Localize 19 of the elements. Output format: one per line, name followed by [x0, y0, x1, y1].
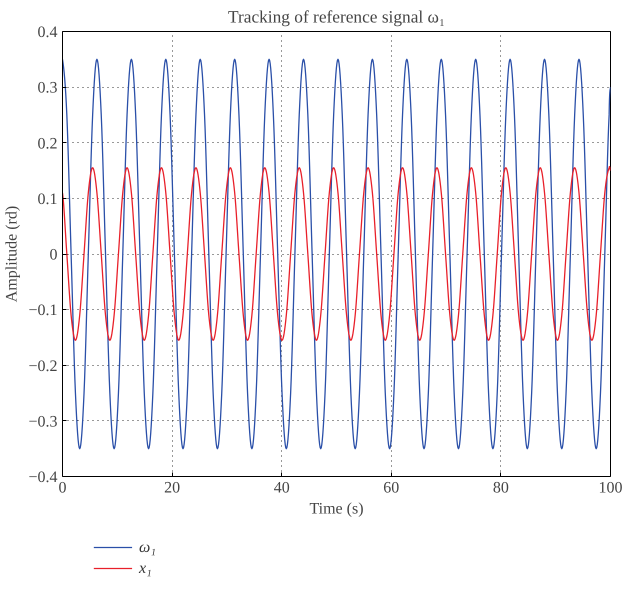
y-tick-label: 0.2: [38, 135, 58, 152]
y-tick-label: −0.3: [28, 413, 58, 430]
y-tick-label: −0.4: [28, 469, 58, 486]
y-tick-label: 0.4: [38, 24, 58, 41]
y-axis-title: Amplitude (rd): [3, 206, 20, 302]
x-axis-title: Time (s): [309, 500, 364, 518]
x-tick-label: 100: [598, 480, 622, 496]
legend-label: x₁: [138, 560, 152, 577]
y-tick-label: −0.2: [28, 358, 58, 375]
x-tick-label: 20: [164, 480, 180, 496]
y-tick-label: 0: [50, 246, 58, 264]
y-tick-label: 0.3: [38, 80, 58, 97]
legend-label: ω₁: [139, 539, 156, 556]
y-tick-label: −0.1: [28, 302, 58, 320]
y-tick-label: 0.1: [38, 190, 58, 208]
chart-title: Tracking of reference signal ω₁: [228, 8, 445, 26]
x-tick-label: 40: [274, 480, 290, 496]
x-tick-label: 80: [492, 480, 509, 496]
x-tick-label: 60: [383, 480, 400, 496]
